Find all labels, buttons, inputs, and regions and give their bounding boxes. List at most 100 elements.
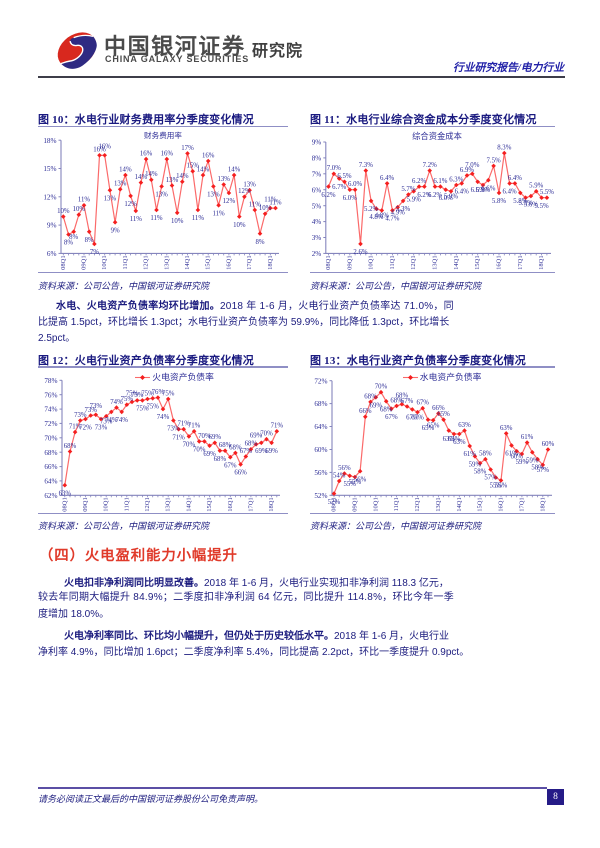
svg-text:61%: 61% [463, 451, 476, 458]
svg-text:16Q1: 16Q1 [495, 255, 502, 269]
svg-text:11%: 11% [249, 201, 262, 208]
svg-text:55%: 55% [343, 481, 356, 488]
svg-text:16%: 16% [98, 144, 111, 151]
svg-text:16%: 16% [93, 147, 106, 154]
svg-text:6.3%: 6.3% [449, 176, 463, 183]
svg-text:9%: 9% [312, 139, 322, 147]
svg-text:15Q1: 15Q1 [206, 497, 213, 511]
svg-text:12%: 12% [124, 201, 137, 208]
svg-text:54%: 54% [333, 472, 346, 479]
svg-text:11%: 11% [130, 216, 143, 223]
svg-text:6.4%: 6.4% [508, 175, 522, 182]
svg-text:8.3%: 8.3% [497, 145, 511, 152]
svg-text:12Q1: 12Q1 [410, 255, 417, 269]
svg-text:72%: 72% [44, 420, 57, 428]
svg-text:66%: 66% [44, 463, 57, 471]
svg-text:12%: 12% [223, 198, 236, 205]
svg-text:09Q1: 09Q1 [82, 497, 89, 511]
svg-text:18Q1: 18Q1 [539, 497, 546, 511]
svg-text:10%: 10% [73, 206, 86, 213]
svg-text:6.4%: 6.4% [455, 189, 469, 196]
svg-text:7.0%: 7.0% [465, 162, 479, 169]
svg-text:5.3%: 5.3% [396, 206, 410, 213]
svg-text:13Q1: 13Q1 [163, 255, 170, 269]
svg-text:13Q1: 13Q1 [165, 497, 172, 511]
svg-text:14%: 14% [145, 171, 158, 178]
svg-text:67%: 67% [224, 462, 237, 469]
svg-text:7.3%: 7.3% [359, 162, 373, 169]
svg-text:10Q1: 10Q1 [103, 497, 110, 511]
svg-text:08Q1: 08Q1 [325, 255, 332, 269]
svg-text:67%: 67% [406, 415, 419, 422]
svg-text:68%: 68% [245, 441, 258, 448]
svg-text:75%: 75% [136, 406, 149, 413]
svg-text:76%: 76% [152, 389, 165, 396]
svg-text:63%: 63% [500, 425, 513, 432]
svg-text:52%: 52% [328, 499, 341, 506]
svg-text:60%: 60% [314, 446, 327, 454]
svg-text:12Q1: 12Q1 [414, 497, 421, 511]
svg-text:6.5%: 6.5% [337, 173, 351, 180]
svg-text:75%: 75% [126, 390, 139, 397]
svg-text:9%: 9% [111, 228, 120, 235]
svg-text:6.4%: 6.4% [380, 175, 394, 182]
svg-text:4.8%: 4.8% [369, 214, 383, 221]
svg-text:69%: 69% [203, 451, 216, 458]
svg-text:16Q1: 16Q1 [497, 497, 504, 511]
svg-text:55%: 55% [349, 479, 362, 486]
svg-text:75%: 75% [141, 390, 154, 397]
svg-text:15Q1: 15Q1 [205, 255, 212, 269]
svg-text:11%: 11% [212, 211, 225, 218]
svg-text:65%: 65% [437, 411, 450, 418]
svg-text:67%: 67% [401, 398, 414, 405]
svg-text:69%: 69% [255, 448, 268, 455]
svg-text:4%: 4% [312, 218, 322, 226]
svg-text:68%: 68% [380, 407, 393, 414]
svg-text:75%: 75% [146, 404, 159, 411]
svg-text:8%: 8% [312, 155, 322, 163]
svg-text:08Q1: 08Q1 [60, 255, 67, 269]
svg-text:08Q1: 08Q1 [330, 497, 337, 511]
svg-text:4.7%: 4.7% [385, 216, 399, 223]
svg-text:14%: 14% [176, 173, 189, 180]
svg-text:61%: 61% [505, 451, 518, 458]
svg-text:68%: 68% [229, 444, 242, 451]
svg-text:09Q1: 09Q1 [80, 255, 87, 269]
svg-text:10Q1: 10Q1 [101, 255, 108, 269]
svg-text:8%: 8% [85, 237, 94, 244]
svg-text:17Q1: 17Q1 [246, 255, 253, 269]
svg-text:58%: 58% [474, 468, 487, 475]
svg-text:64%: 64% [314, 423, 327, 431]
svg-text:13%: 13% [243, 182, 256, 189]
svg-text:8%: 8% [69, 234, 78, 241]
svg-text:17Q1: 17Q1 [518, 497, 525, 511]
svg-text:6.5%: 6.5% [471, 187, 485, 194]
svg-text:6.0%: 6.0% [343, 195, 357, 202]
svg-text:8%: 8% [255, 239, 264, 246]
svg-text:75%: 75% [121, 396, 134, 403]
svg-text:2.6%: 2.6% [353, 249, 367, 256]
svg-text:10%: 10% [259, 205, 272, 212]
svg-text:5.5%: 5.5% [519, 200, 533, 207]
svg-text:5.5%: 5.5% [540, 189, 554, 196]
svg-text:7.0%: 7.0% [327, 165, 341, 172]
svg-text:76%: 76% [44, 391, 57, 399]
svg-text:70%: 70% [260, 431, 273, 438]
svg-text:7%: 7% [312, 170, 322, 178]
svg-text:6.9%: 6.9% [460, 167, 474, 174]
svg-text:63%: 63% [59, 490, 72, 497]
svg-text:63%: 63% [443, 436, 456, 443]
svg-text:71%: 71% [177, 421, 190, 428]
svg-text:6.2%: 6.2% [412, 178, 426, 185]
svg-text:63%: 63% [448, 436, 461, 443]
svg-text:63%: 63% [453, 439, 466, 446]
svg-text:15%: 15% [186, 163, 199, 170]
svg-text:08Q1: 08Q1 [61, 497, 68, 511]
svg-text:56%: 56% [354, 476, 367, 483]
svg-text:16Q1: 16Q1 [227, 497, 234, 511]
svg-text:11Q1: 11Q1 [393, 497, 400, 511]
svg-text:62%: 62% [44, 492, 57, 500]
svg-text:74%: 74% [105, 417, 118, 424]
svg-text:9%: 9% [47, 222, 57, 230]
svg-text:5.8%: 5.8% [513, 198, 527, 205]
